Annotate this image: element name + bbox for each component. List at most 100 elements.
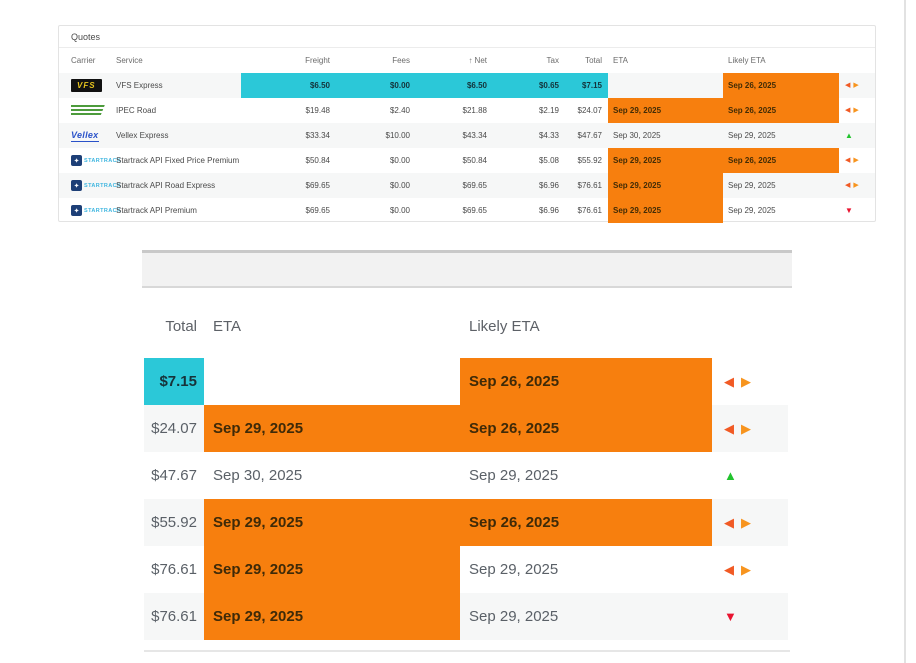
freight-value: $69.65 [305, 181, 330, 190]
fees-value: $0.00 [389, 206, 410, 215]
magnified-row: $76.61 Sep 29, 2025 Sep 29, 2025 ▼ [144, 593, 788, 640]
arrow-left-icon: ◀ [724, 374, 734, 389]
likely-eta-value: Sep 29, 2025 [728, 206, 776, 215]
arrow-left-icon: ◀ [724, 562, 734, 577]
likely-eta-value: Sep 29, 2025 [469, 561, 559, 578]
net-value: $69.65 [462, 181, 487, 190]
quotes-panel: Quotes Carrier Service Freight Fees ↑ Net… [58, 25, 876, 223]
arrow-right-icon: ▶ [853, 182, 859, 189]
col-header-total[interactable]: Total [585, 56, 602, 65]
likely-eta-value: Sep 26, 2025 [460, 358, 712, 405]
eta-value: Sep 29, 2025 [204, 593, 460, 640]
eta-value: Sep 29, 2025 [204, 405, 460, 452]
magnified-col-header-total: Total [165, 317, 197, 335]
likely-eta-value: Sep 26, 2025 [460, 499, 712, 546]
col-header-service[interactable]: Service [116, 56, 143, 65]
eta-shift-indicator[interactable]: ◀ ▶ [839, 82, 875, 89]
fees-value: $0.00 [336, 73, 416, 98]
arrow-left-icon: ◀ [724, 515, 734, 530]
eta-shift-indicator[interactable]: ◀ ▶ [839, 157, 875, 164]
quote-row-vfs-express[interactable]: VFS VFS Express $6.50 $0.00 $6.50 $0.65 … [59, 73, 875, 98]
startrack-logo: ✦ STARTRACK [71, 180, 121, 191]
fees-value: $10.00 [385, 131, 410, 140]
fees-value: $0.00 [389, 156, 410, 165]
total-value: $47.67 [577, 131, 602, 140]
freight-value: $6.50 [241, 73, 336, 98]
net-value: $21.88 [462, 106, 487, 115]
triangle-up-icon: ▲ [845, 130, 853, 140]
quote-row-ipec-road[interactable]: IPEC Road $19.48 $2.40 $21.88 $2.19 $24.… [59, 98, 875, 123]
quotes-panel-title: Quotes [71, 31, 101, 42]
freight-value: $19.48 [305, 106, 330, 115]
quote-row-vellex-express[interactable]: Vellex Vellex Express $33.34 $10.00 $43.… [59, 123, 875, 148]
triangle-up-icon: ▲ [724, 468, 737, 483]
startrack-badge-icon: ✦ [71, 205, 82, 216]
eta-shift-indicator[interactable]: ▼ [839, 206, 875, 215]
likely-eta-value: Sep 29, 2025 [728, 181, 776, 190]
freight-value: $69.65 [305, 206, 330, 215]
quote-row-startrack-road-express[interactable]: ✦ STARTRACK Startrack API Road Express $6… [59, 173, 875, 198]
col-header-carrier[interactable]: Carrier [71, 56, 96, 65]
eta-shift-indicator: ◀ ▶ [712, 422, 788, 435]
arrow-right-icon: ▶ [853, 157, 859, 164]
tax-value: $5.08 [538, 156, 559, 165]
net-value: $50.84 [462, 156, 487, 165]
eta-value: Sep 29, 2025 [608, 148, 723, 173]
total-value: $24.07 [151, 420, 197, 437]
arrow-right-icon: ▶ [853, 107, 859, 114]
eta-shift-indicator: ▼ [712, 610, 788, 623]
total-value: $55.92 [577, 156, 602, 165]
magnified-row: $24.07 Sep 29, 2025 Sep 26, 2025 ◀ ▶ [144, 405, 788, 452]
tax-value: $0.65 [493, 73, 565, 98]
vfs-logo: VFS [71, 79, 102, 92]
quote-row-startrack-fixed-price-premium[interactable]: ✦ STARTRACK Startrack API Fixed Price Pre… [59, 148, 875, 173]
tax-value: $6.96 [538, 181, 559, 190]
service-name: IPEC Road [116, 106, 157, 115]
col-header-tax[interactable]: Tax [546, 56, 559, 65]
service-name: Startrack API Road Express [116, 181, 216, 190]
total-value: $55.92 [151, 514, 197, 531]
col-header-net[interactable]: ↑ Net [468, 56, 487, 65]
magnified-row: $76.61 Sep 29, 2025 Sep 29, 2025 ◀ ▶ [144, 546, 788, 593]
magnified-col-header-likely-eta: Likely ETA [469, 317, 540, 335]
tax-value: $4.33 [538, 131, 559, 140]
eta-shift-indicator[interactable]: ◀ ▶ [839, 182, 875, 189]
likely-eta-value: Sep 29, 2025 [469, 608, 559, 625]
quote-row-startrack-premium[interactable]: ✦ STARTRACK Startrack API Premium $69.65 … [59, 198, 875, 223]
service-name: Startrack API Fixed Price Premium [116, 156, 240, 165]
arrow-right-icon: ▶ [741, 515, 751, 530]
eta-value: Sep 29, 2025 [608, 173, 723, 198]
col-header-likely-eta[interactable]: Likely ETA [728, 56, 766, 65]
total-value: $7.15 [144, 358, 204, 405]
ipec-logo [71, 104, 105, 117]
startrack-logo: ✦ STARTRACK [71, 205, 121, 216]
sort-ascending-icon: ↑ [468, 56, 473, 65]
magnified-row: $47.67 Sep 30, 2025 Sep 29, 2025 ▲ [144, 452, 788, 499]
magnified-eta-columns-view: Total ETA Likely ETA $7.15 Sep 26, 2025 … [144, 312, 788, 640]
eta-shift-indicator[interactable]: ▲ [839, 130, 875, 140]
arrow-left-icon: ◀ [724, 421, 734, 436]
eta-shift-indicator[interactable]: ◀ ▶ [839, 107, 875, 114]
total-value: $24.07 [577, 106, 602, 115]
page-border-right [904, 0, 906, 663]
likely-eta-value: Sep 26, 2025 [460, 405, 712, 452]
col-header-fees[interactable]: Fees [392, 56, 410, 65]
arrow-right-icon: ▶ [741, 421, 751, 436]
eta-value [204, 358, 460, 405]
fees-value: $0.00 [389, 181, 410, 190]
arrow-right-icon: ▶ [741, 562, 751, 577]
magnified-row: $7.15 Sep 26, 2025 ◀ ▶ [144, 358, 788, 405]
magnified-row: $55.92 Sep 29, 2025 Sep 26, 2025 ◀ ▶ [144, 499, 788, 546]
magnified-toolbar-strip [142, 250, 792, 288]
net-value: $6.50 [416, 73, 493, 98]
freight-value: $50.84 [305, 156, 330, 165]
eta-value: Sep 30, 2025 [613, 131, 661, 140]
likely-eta-value: Sep 26, 2025 [723, 73, 839, 98]
col-header-freight[interactable]: Freight [305, 56, 330, 65]
service-name: VFS Express [116, 81, 163, 90]
service-name: Vellex Express [116, 131, 169, 140]
eta-value: Sep 29, 2025 [204, 499, 460, 546]
tax-value: $6.96 [538, 206, 559, 215]
col-header-eta[interactable]: ETA [613, 56, 628, 65]
